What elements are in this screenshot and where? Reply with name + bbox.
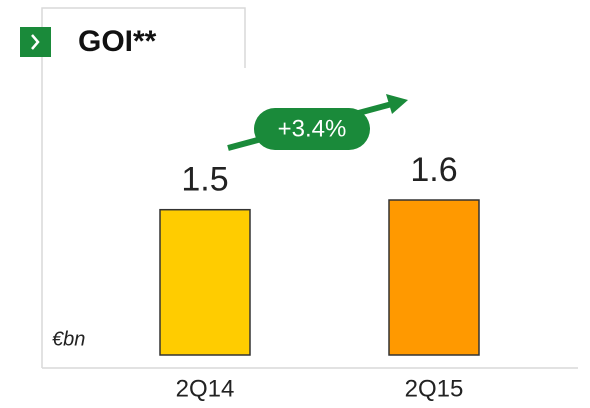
bar (159, 208, 251, 356)
value-label: 1.6 (410, 151, 457, 189)
unit-label: €bn (52, 328, 85, 350)
annotation-pill (254, 108, 370, 150)
arrow-head (386, 94, 408, 114)
title-icon (20, 27, 51, 57)
x-tick-label: 2Q15 (405, 375, 464, 402)
value-label: 1.5 (181, 161, 228, 199)
annotation: +3.4% (278, 115, 347, 142)
chart-title: GOI** (78, 25, 157, 58)
bar (388, 199, 480, 356)
title-chevron (31, 34, 40, 50)
x-tick-label: 2Q14 (176, 375, 235, 402)
